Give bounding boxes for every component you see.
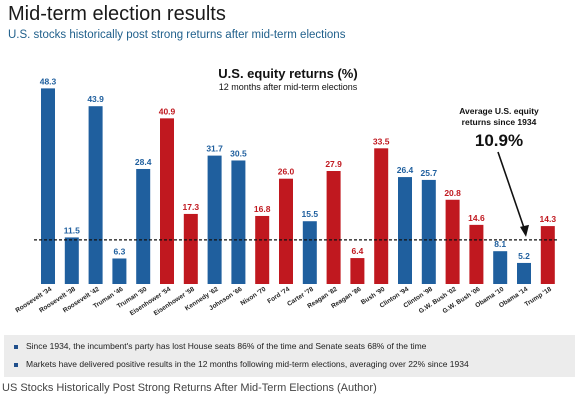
bar-value-label: 48.3 (40, 76, 57, 86)
bar (445, 199, 460, 284)
average-annotation-line1: Average U.S. equity (459, 106, 539, 116)
category-tick-label: Trump '18 (524, 286, 554, 309)
bar (493, 251, 508, 284)
bar-chart: 48.3 11.5 43.9 6.3 28.4 40.9 17.3 31.7 30.5 16.8 2… (14, 76, 558, 318)
bar-value-label: 16.8 (254, 204, 271, 214)
bar (183, 213, 198, 284)
bullet-icon (14, 344, 18, 349)
bar (207, 155, 222, 284)
bar (517, 262, 531, 284)
average-annotation-value: 10.9% (474, 131, 524, 150)
chart-subtitle: 12 months after mid-term elections (218, 82, 358, 92)
bar-value-label: 26.4 (397, 165, 414, 175)
page-subtitle: U.S. stocks historically post strong ret… (8, 29, 346, 41)
chart-title: U.S. equity returns (%) (218, 66, 358, 81)
note-text: Since 1934, the incumbent's party has lo… (26, 341, 427, 351)
bar (326, 171, 341, 284)
bar-value-label: 30.5 (230, 148, 247, 158)
bar-value-label: 17.3 (183, 202, 200, 212)
bar-value-label: 14.6 (468, 213, 485, 223)
bar-value-label: 5.2 (518, 251, 530, 261)
category-tick-label: Nixon '70 (239, 286, 267, 308)
bar (469, 224, 484, 284)
bullet-icon (14, 362, 18, 367)
bar (255, 215, 270, 284)
bar-value-label: 15.5 (302, 209, 319, 219)
bar-value-label: 43.9 (87, 94, 104, 104)
page-title: Mid-term election results (8, 3, 226, 25)
bar (540, 226, 555, 284)
bar (279, 178, 293, 284)
bar-value-label: 31.7 (206, 144, 223, 154)
bar (398, 177, 412, 284)
chart-figure: Mid-term election results U.S. stocks hi… (4, 3, 575, 377)
bar-value-label: 6.4 (351, 246, 363, 256)
annotation-arrow-shaft (497, 151, 525, 229)
bar-value-label: 20.8 (444, 188, 461, 198)
notes-box: Since 1934, the incumbent's party has lo… (4, 335, 575, 377)
bar (231, 160, 246, 284)
value-labels-layer: 48.3 11.5 43.9 6.3 28.4 40.9 17.3 31.7 30.5 16.8 2… (40, 76, 557, 261)
category-tick-label: Eisenhower '58 (153, 286, 197, 318)
bar (136, 168, 151, 284)
note-item: Since 1934, the incumbent's party has lo… (14, 341, 426, 351)
bar-value-label: 40.9 (159, 106, 176, 116)
bar (41, 88, 55, 284)
bar (112, 258, 127, 284)
bar-value-label: 27.9 (325, 159, 342, 169)
bar (64, 237, 79, 284)
annotation-arrow-layer (497, 151, 529, 237)
figure-caption: US Stocks Historically Post Strong Retur… (2, 382, 377, 394)
bar (88, 106, 103, 284)
note-item: Markets have delivered positive results … (14, 359, 469, 369)
note-text: Markets have delivered positive results … (26, 359, 469, 369)
bar-value-label: 25.7 (421, 168, 438, 178)
bar-value-label: 6.3 (113, 246, 125, 256)
average-annotation-label: Average U.S. equity returns since 1934 (440, 106, 558, 128)
bar-value-label: 14.3 (540, 214, 557, 224)
category-tick-label: Eisenhower '54 (129, 286, 173, 318)
bar-value-label: 8.1 (494, 239, 506, 249)
bar (421, 179, 436, 284)
bar (350, 258, 365, 284)
bar (374, 148, 389, 284)
bar-value-label: 33.5 (373, 136, 390, 146)
annotation-arrow-head (520, 224, 529, 237)
bar-value-label: 26.0 (278, 167, 295, 177)
average-annotation-line2: returns since 1934 (461, 117, 537, 127)
bar-value-label: 28.4 (135, 157, 152, 167)
bar-value-label: 11.5 (64, 225, 80, 235)
bar (160, 118, 174, 284)
bar (302, 221, 317, 284)
